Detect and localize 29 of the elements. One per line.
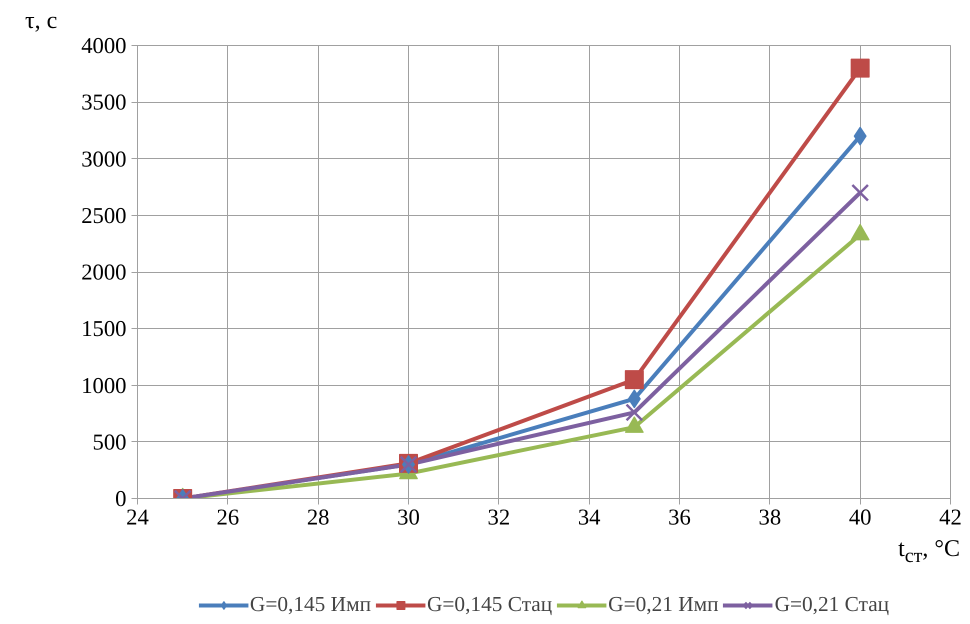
- x-tick-label: 42: [939, 504, 962, 530]
- y-tick-label: 1500: [81, 316, 126, 342]
- x-tick-label: 38: [758, 504, 782, 530]
- y-axis-title: τ, с: [25, 7, 58, 36]
- y-tick-label: 1000: [81, 372, 126, 398]
- x-tick-label: 26: [216, 504, 240, 530]
- x-tick-label: 24: [126, 504, 149, 530]
- legend-label: G=0,21 Имп: [608, 592, 719, 617]
- y-tick-label: 3000: [81, 146, 126, 172]
- y-tick-label: 2500: [81, 202, 126, 228]
- point: [625, 403, 644, 422]
- x-tick-label: 30: [397, 504, 420, 530]
- point: [624, 370, 644, 390]
- y-tick-label: 0: [115, 486, 126, 511]
- y-tick-label: 500: [92, 429, 126, 454]
- x-tick-label: 28: [306, 504, 330, 530]
- legend-label: G=0,21 Стац: [774, 592, 890, 617]
- x-tick-label: 40: [848, 504, 872, 530]
- x-tick-label: 36: [668, 504, 691, 530]
- x-axis-title: t$_{ст}$, °C: [898, 535, 960, 569]
- x-tick-label: 34: [578, 504, 600, 530]
- legend-label: G=0,145 Имп: [250, 592, 371, 617]
- y-tick-label: 2000: [81, 260, 126, 284]
- legend-label: G=0,145 Стац: [427, 592, 552, 617]
- x-tick-label: 32: [488, 504, 510, 530]
- point: [851, 184, 870, 202]
- point: [850, 58, 870, 78]
- y-tick-label: 4000: [81, 33, 126, 58]
- y-tick-label: 3500: [81, 90, 126, 115]
